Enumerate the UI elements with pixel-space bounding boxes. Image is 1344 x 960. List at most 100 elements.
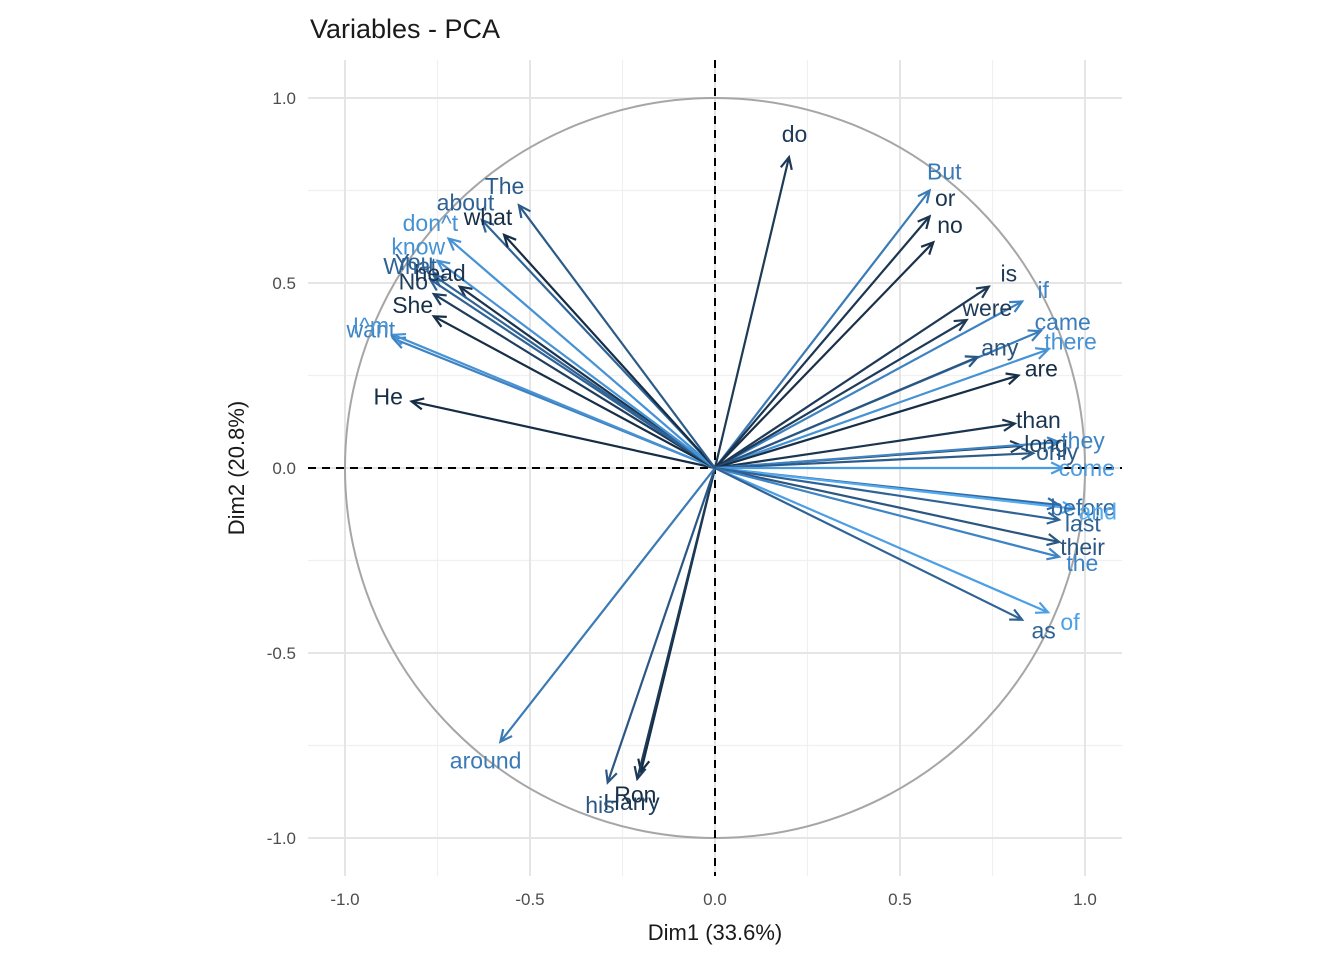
variable-label: don^t xyxy=(403,210,459,236)
variable-label: are xyxy=(1025,356,1058,382)
arrow-of xyxy=(714,466,1051,614)
arrow-head xyxy=(1001,418,1018,432)
arrow-come xyxy=(715,461,1066,475)
arrow-there xyxy=(714,347,1051,470)
x-axis-title: Dim1 (33.6%) xyxy=(648,920,782,945)
arrow-his xyxy=(605,467,717,785)
arrow-shaft xyxy=(714,215,931,469)
arrow-last xyxy=(714,466,1062,525)
variable-label: around xyxy=(450,748,522,774)
variable-label: came xyxy=(1035,309,1091,335)
arrow-shaft xyxy=(714,466,1049,614)
arrow-shaft xyxy=(714,466,1075,510)
arrow-their xyxy=(714,466,1062,547)
variable-label: You xyxy=(395,249,434,275)
arrow-and xyxy=(714,466,1077,515)
variable-label: do xyxy=(782,121,808,147)
arrow-shaft xyxy=(606,467,717,783)
arrow-no xyxy=(714,240,936,469)
variable-label: and xyxy=(1079,498,1117,524)
arrow-shaft xyxy=(714,466,1060,544)
variable-label: about xyxy=(437,190,495,216)
arrow-head xyxy=(457,285,473,299)
arrow-The xyxy=(517,203,716,469)
arrow-head xyxy=(633,765,647,782)
arrow-shaft xyxy=(714,285,990,469)
arrow-shaft xyxy=(714,348,1049,470)
variable-label: head xyxy=(415,260,466,286)
arrow-head xyxy=(1009,300,1025,313)
arrow-than xyxy=(714,418,1018,470)
variable-label: last xyxy=(1065,510,1101,536)
arrow-head xyxy=(1046,497,1062,511)
arrow-head xyxy=(502,233,517,248)
arrow-head xyxy=(498,728,513,744)
arrow-head xyxy=(917,214,932,230)
arrow-shaft xyxy=(436,259,716,469)
arrow-shaft xyxy=(433,293,716,469)
arrow-Harry xyxy=(633,467,717,782)
arrow-shaft xyxy=(713,156,791,469)
arrow-around xyxy=(498,467,716,744)
arrow-shaft xyxy=(714,241,935,469)
arrow-were xyxy=(714,318,969,469)
y-tick-label: 1.0 xyxy=(272,89,296,108)
arrow-head xyxy=(1046,436,1062,450)
variable-label: Ron xyxy=(614,782,656,808)
arrow-head xyxy=(435,259,451,273)
x-tick-label: 1.0 xyxy=(1073,890,1097,909)
arrow-head xyxy=(427,277,444,292)
variable-label: if xyxy=(1037,277,1049,303)
arrow-shaft xyxy=(714,422,1015,470)
arrow-shaft xyxy=(714,374,1019,470)
arrow-head xyxy=(953,318,969,332)
arrow-shaft xyxy=(714,452,1034,470)
variable-label: his xyxy=(585,792,614,818)
arrow-No xyxy=(431,292,716,469)
arrow-if xyxy=(714,300,1025,469)
arrow-She xyxy=(431,315,716,469)
arrow-shaft xyxy=(392,333,716,470)
x-axis-ticks: -1.0 -0.5 0.0 0.5 1.0 xyxy=(330,890,1096,909)
variable-label: I^m xyxy=(353,313,389,339)
variable-label: they xyxy=(1061,427,1105,453)
variable-label: She xyxy=(392,292,433,318)
arrow-head xyxy=(409,397,425,411)
arrow-head xyxy=(779,154,793,171)
arrow-what xyxy=(502,233,716,469)
variable-label: before xyxy=(1050,495,1115,521)
arrow-shaft xyxy=(636,467,717,780)
variable-label: what xyxy=(463,204,513,230)
arrow-You xyxy=(431,274,716,469)
arrow-do xyxy=(713,154,793,469)
variable-label: know xyxy=(391,233,445,259)
y-tick-label: 0.5 xyxy=(272,274,296,293)
arrow-head xyxy=(1027,329,1043,342)
arrow-head xyxy=(1020,447,1036,461)
arrow-shaft xyxy=(714,319,968,469)
arrow-shaft xyxy=(714,355,979,470)
arrow-head xyxy=(637,758,651,774)
variable-label: is xyxy=(1000,260,1017,286)
variable-label: But xyxy=(927,159,962,185)
variable-label: come xyxy=(1059,455,1115,481)
arrow-head xyxy=(1046,547,1062,561)
arrow-shaft xyxy=(714,466,1060,521)
arrow-shaft xyxy=(499,467,716,743)
variable-label: were xyxy=(961,295,1012,321)
variable-arrows xyxy=(390,154,1077,785)
arrow-head xyxy=(431,274,447,288)
arrow-head xyxy=(431,315,447,328)
arrow-head xyxy=(920,240,936,255)
arrow-head xyxy=(1046,533,1062,547)
y-axis-title: Dim2 (20.8%) xyxy=(224,401,249,535)
arrow-don^t xyxy=(446,236,716,469)
arrow-head xyxy=(975,285,991,299)
arrow-head xyxy=(446,236,462,251)
arrow-head xyxy=(390,332,407,346)
variable-label: Harry xyxy=(603,789,660,815)
arrow-head xyxy=(1034,347,1051,360)
y-tick-label: -1.0 xyxy=(267,829,296,848)
variable-label: He xyxy=(373,383,402,409)
